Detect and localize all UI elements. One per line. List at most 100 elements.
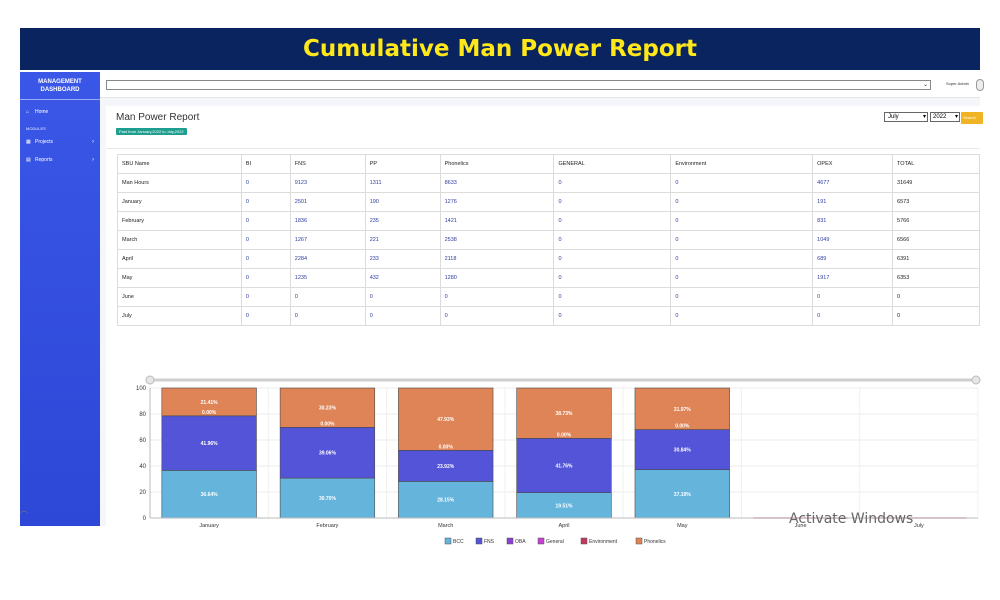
table-cell[interactable]: 2284 [289, 249, 366, 269]
table-cell[interactable]: 0 [553, 268, 672, 288]
chart-footer-icon: ⌒ [20, 511, 28, 520]
table-cell[interactable]: 0 [240, 287, 291, 307]
data-label: 0.00% [202, 410, 217, 416]
table-cell[interactable]: 1267 [289, 230, 366, 250]
table-cell[interactable]: 0 [553, 230, 672, 250]
table-cell[interactable]: 235 [364, 211, 441, 231]
x-tick-label: February [316, 523, 338, 529]
data-label: 36.64% [201, 492, 219, 498]
table-cell[interactable]: 0 [812, 287, 894, 307]
table-cell[interactable]: 0 [670, 287, 814, 307]
table-cell[interactable]: 0 [892, 306, 980, 326]
month-select[interactable]: July ▾ [884, 112, 928, 122]
table-cell[interactable]: 0 [892, 287, 980, 307]
x-tick-label: July [914, 523, 924, 529]
search-button[interactable]: Search [961, 112, 983, 124]
row-label: July [117, 306, 242, 326]
bar-segment-phonelics [279, 387, 376, 428]
y-tick-label: 20 [139, 490, 146, 496]
table-cell[interactable]: 0 [439, 287, 555, 307]
table-cell[interactable]: 1836 [289, 211, 366, 231]
table-cell[interactable]: 0 [670, 173, 814, 193]
table-cell[interactable]: 0 [240, 192, 291, 212]
manpower-table: SBU Name BI FNS PP Phonelics GENERAL Env… [117, 154, 980, 326]
data-label: 31.97% [674, 407, 692, 413]
table-cell[interactable]: 2501 [289, 192, 366, 212]
table-cell[interactable]: 689 [812, 249, 894, 269]
data-label: 37.19% [674, 492, 692, 498]
table-cell[interactable]: 191 [812, 192, 894, 212]
table-cell[interactable]: 190 [364, 192, 441, 212]
sidebar-item-home[interactable]: ⌂ Home [20, 103, 100, 121]
table-cell[interactable]: 31649 [892, 173, 980, 193]
table-cell[interactable]: 1280 [439, 268, 555, 288]
column-header: SBU Name [117, 154, 242, 174]
y-tick-label: 0 [143, 516, 147, 522]
legend-label: BCC [453, 539, 464, 545]
table-cell[interactable]: 5766 [892, 211, 980, 231]
table-row: February 0 1836 235 1421 0 0 831 5766 [117, 211, 980, 231]
table-cell[interactable]: 0 [670, 306, 814, 326]
table-cell[interactable]: 0 [240, 306, 291, 326]
table-cell[interactable]: 0 [553, 192, 672, 212]
table-cell[interactable]: 9123 [289, 173, 366, 193]
table-cell[interactable]: 0 [670, 249, 814, 269]
bar-segment-phonelics [161, 387, 257, 417]
user-name[interactable]: Super Admin [946, 81, 969, 86]
bar-segment-fns [634, 429, 730, 470]
table-cell[interactable]: 233 [364, 249, 441, 269]
column-header: BI [240, 154, 291, 174]
column-header: TOTAL [892, 154, 980, 174]
table-cell[interactable]: 0 [364, 306, 441, 326]
table-row: March 0 1267 221 2538 0 0 1049 6566 [117, 230, 980, 250]
table-cell[interactable]: 0 [240, 230, 291, 250]
table-cell[interactable]: 0 [670, 192, 814, 212]
table-cell[interactable]: 0 [240, 268, 291, 288]
table-cell[interactable]: 0 [289, 287, 366, 307]
table-cell[interactable]: 6573 [892, 192, 980, 212]
column-header: FNS [289, 154, 366, 174]
table-cell[interactable]: 0 [553, 211, 672, 231]
table-cell[interactable]: 1917 [812, 268, 894, 288]
table-cell[interactable]: 0 [240, 211, 291, 231]
table-cell[interactable]: 0 [553, 249, 672, 269]
table-cell[interactable]: 0 [670, 211, 814, 231]
global-select[interactable]: ⌄ [106, 80, 931, 90]
table-cell[interactable]: 831 [812, 211, 894, 231]
year-select[interactable]: 2022 ▾ [930, 112, 960, 122]
table-cell[interactable]: 1276 [439, 192, 555, 212]
table-cell[interactable]: 8633 [439, 173, 555, 193]
table-cell[interactable]: 0 [812, 306, 894, 326]
table-cell[interactable]: 6566 [892, 230, 980, 250]
table-cell[interactable]: 432 [364, 268, 441, 288]
table-cell[interactable]: 0 [289, 306, 366, 326]
sidebar-brand[interactable]: MANAGEMENT DASHBOARD [20, 72, 100, 100]
table-cell[interactable]: 0 [439, 306, 555, 326]
table-cell[interactable]: 0 [240, 173, 291, 193]
table-cell[interactable]: 6391 [892, 249, 980, 269]
table-cell[interactable]: 1311 [364, 173, 441, 193]
table-cell[interactable]: 4677 [812, 173, 894, 193]
table-cell[interactable]: 0 [670, 268, 814, 288]
table-cell[interactable]: 0 [364, 287, 441, 307]
data-label: 0.00% [557, 432, 572, 438]
table-cell[interactable]: 1049 [812, 230, 894, 250]
table-cell[interactable]: 1421 [439, 211, 555, 231]
table-cell[interactable]: 0 [553, 306, 672, 326]
avatar[interactable] [976, 79, 984, 91]
table-cell[interactable]: 2118 [439, 249, 555, 269]
table-cell[interactable]: 2538 [439, 230, 555, 250]
sidebar-item-projects[interactable]: ▦ Projects › [20, 133, 100, 151]
table-cell[interactable]: 6353 [892, 268, 980, 288]
table-cell[interactable]: 0 [553, 173, 672, 193]
table-cell[interactable]: 0 [670, 230, 814, 250]
sidebar-item-reports[interactable]: ▤ Reports › [20, 151, 100, 169]
table-cell[interactable]: 0 [240, 249, 291, 269]
table-cell[interactable]: 1235 [289, 268, 366, 288]
table-cell[interactable]: 221 [364, 230, 441, 250]
chevron-down-icon: ▾ [922, 114, 926, 120]
data-label: 0.00% [439, 444, 454, 450]
x-tick-label: June [795, 523, 807, 529]
table-cell[interactable]: 0 [553, 287, 672, 307]
column-header: PP [364, 154, 441, 174]
